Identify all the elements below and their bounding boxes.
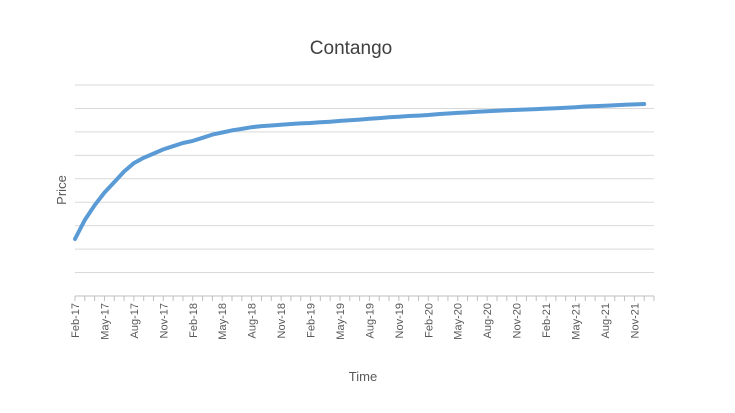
- x-tick-label: May-21: [570, 303, 582, 340]
- x-axis-title: Time: [349, 369, 377, 384]
- x-tick-label: Aug-19: [364, 303, 376, 338]
- x-tick-label: Aug-17: [129, 303, 141, 338]
- x-tick-label: May-17: [99, 303, 111, 340]
- x-tick-label: Nov-17: [158, 303, 170, 338]
- chart-title: Contango: [310, 38, 392, 59]
- x-tick-label: Feb-18: [188, 303, 200, 338]
- x-tick-label: Nov-18: [276, 303, 288, 338]
- x-tick-label: May-19: [335, 303, 347, 340]
- x-tick-label: Nov-19: [394, 303, 406, 338]
- x-tick-labels: Feb-17 May-17 Aug-17 Nov-17 Feb-18 May-18 Aug-…: [70, 303, 641, 340]
- x-axis-ticks: [74, 296, 655, 301]
- x-tick-label: Nov-20: [512, 303, 524, 338]
- series-line: [73, 102, 647, 241]
- x-tick-label: May-18: [217, 303, 229, 340]
- x-tick-label: Feb-17: [70, 303, 82, 338]
- x-tick-label: May-20: [453, 303, 465, 340]
- y-axis-title: Price: [54, 175, 69, 205]
- x-tick-label: Aug-20: [482, 303, 494, 338]
- x-tick-label: Aug-18: [247, 303, 259, 338]
- x-tick-label: Feb-20: [423, 303, 435, 338]
- x-tick-label: Nov-21: [629, 303, 641, 338]
- gridlines: [75, 84, 654, 274]
- x-tick-label: Aug-21: [600, 303, 612, 338]
- x-tick-label: Feb-21: [541, 303, 553, 338]
- x-tick-label: Feb-19: [306, 303, 318, 338]
